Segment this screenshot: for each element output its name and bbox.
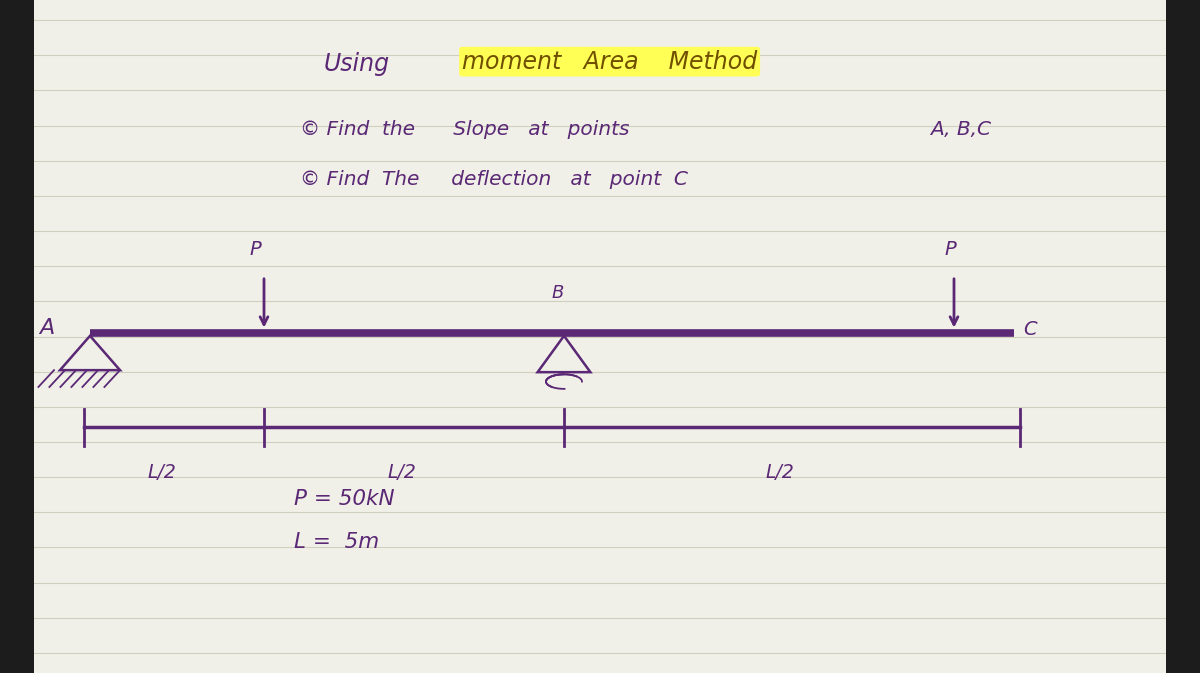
Text: P: P [250, 240, 262, 259]
Text: L =  5m: L = 5m [294, 532, 379, 553]
Text: P: P [944, 240, 956, 259]
Text: C: C [1024, 320, 1037, 339]
Text: A, B,C: A, B,C [930, 120, 991, 139]
Text: L/2: L/2 [148, 463, 176, 482]
Text: L/2: L/2 [766, 463, 794, 482]
Text: A: A [40, 318, 55, 338]
Bar [0, 0, 34, 673]
Text: B: B [552, 284, 564, 302]
Text: P = 50kN: P = 50kN [294, 489, 395, 509]
Bar [1166, 0, 1200, 673]
Text: © Find  The     deflection   at   point  C: © Find The deflection at point C [300, 170, 688, 189]
Text: L/2: L/2 [388, 463, 416, 482]
Text: © Find  the      Slope   at   points: © Find the Slope at points [300, 120, 630, 139]
Text: Using: Using [324, 52, 390, 75]
Text: moment   Area    Method: moment Area Method [462, 50, 757, 73]
